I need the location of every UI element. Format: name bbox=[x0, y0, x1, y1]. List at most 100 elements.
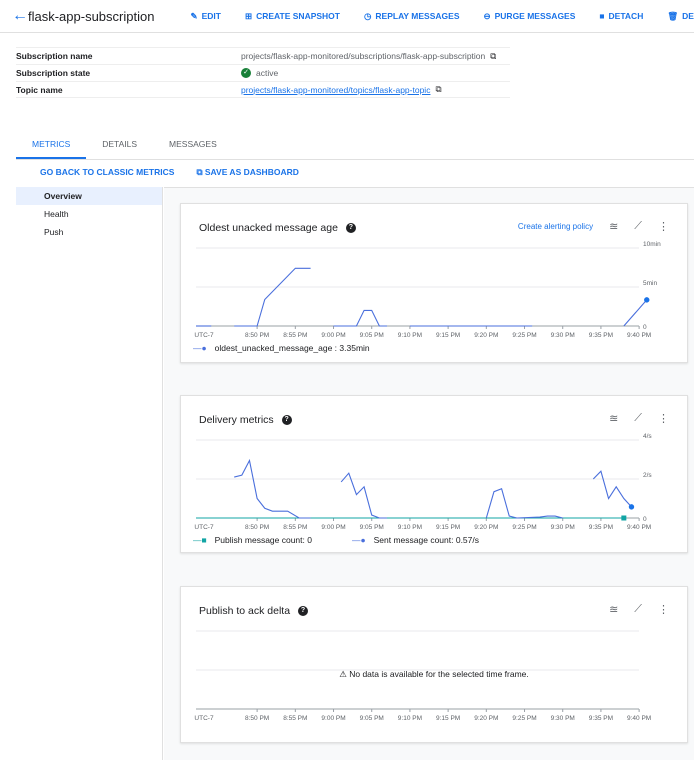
classic-metrics-link[interactable]: GO BACK TO CLASSIC METRICS bbox=[40, 167, 175, 177]
x-tick-label: 9:35 PM bbox=[589, 715, 613, 722]
header: ← flask-app-subscription ✎ EDIT ⊞ CREATE SN… bbox=[0, 0, 694, 33]
x-tick-label: 8:50 PM bbox=[245, 715, 269, 722]
series-line bbox=[485, 488, 563, 519]
x-tick-label: 9:00 PM bbox=[321, 715, 345, 722]
x-tick-label: 9:35 PM bbox=[589, 332, 613, 339]
copy-icon[interactable]: ⧉ bbox=[490, 50, 497, 61]
legend-item[interactable]: —● Sent message count: 0.57/s bbox=[352, 535, 479, 545]
chart-plot: UTC-7 8:50 PM 8:55 PM 9:00 PM 9:05 PM 9:10 PM… bbox=[194, 433, 652, 531]
action-label: PURGE MESSAGES bbox=[494, 11, 576, 21]
x-tick-label: 9:30 PM bbox=[551, 524, 575, 531]
copy-icon[interactable]: ⧉ bbox=[435, 84, 442, 94]
chart-title: Publish to ack delta bbox=[199, 605, 291, 617]
chart-card-publish-ack-delta: Publish to ack delta? ≊ ⟋ ⋮ UTC-7 8:50 PM 8:55… bbox=[180, 586, 688, 743]
x-tick-label: 9:30 PM bbox=[551, 715, 575, 722]
topic-link[interactable]: projects/flask-app-monitored/topics/flas… bbox=[241, 84, 431, 95]
detach-icon: ■ bbox=[599, 11, 605, 21]
x-tick-label: 9:10 PM bbox=[398, 715, 422, 722]
help-icon[interactable]: ? bbox=[281, 415, 292, 425]
legend-toggle-icon[interactable]: ≊ bbox=[609, 604, 619, 616]
x-tick-label: 9:25 PM bbox=[512, 715, 536, 722]
save-dashboard-button[interactable]: ⧉ SAVE AS DASHBOARD bbox=[196, 167, 298, 178]
page-title: flask-app-subscription bbox=[28, 8, 155, 24]
replay-messages-button[interactable]: ◷ REPLAY MESSAGES bbox=[364, 11, 460, 22]
y-tick-label: 5min bbox=[643, 280, 657, 287]
action-label: DETACH bbox=[608, 11, 644, 21]
create-snapshot-button[interactable]: ⊞ CREATE SNAPSHOT bbox=[245, 11, 340, 22]
check-circle-icon: ✓ bbox=[241, 68, 251, 78]
legend-swatch: —■ bbox=[193, 535, 207, 545]
chart-plot: UTC-7 8:50 PM 8:55 PM 9:00 PM 9:05 PM 9:10 PM… bbox=[194, 241, 661, 339]
clock-icon: ◷ bbox=[363, 10, 372, 21]
subscription-name: projects/flask-app-monitored/subscriptio… bbox=[241, 51, 486, 61]
chart-card-oldest-unacked: Oldest unacked message age? Create alerti… bbox=[180, 203, 688, 363]
status-badge: active bbox=[256, 68, 279, 78]
x-tick-label: 8:50 PM bbox=[245, 332, 269, 339]
x-tick-label: 9:20 PM bbox=[474, 524, 498, 531]
trash-icon: 🗑 bbox=[667, 10, 679, 21]
x-tick-label: 9:40 PM bbox=[627, 524, 651, 531]
delete-button[interactable]: 🗑DELETE bbox=[667, 11, 694, 22]
y-tick-label: 10min bbox=[643, 241, 661, 248]
no-data-text: No data is available for the selected ti… bbox=[349, 669, 529, 679]
action-label: REPLAY MESSAGES bbox=[375, 11, 460, 21]
legend-label: Sent message count: 0.57/s bbox=[373, 535, 479, 545]
edit-button[interactable]: ✎ EDIT bbox=[190, 11, 221, 22]
tab-details[interactable]: DETAILS bbox=[102, 139, 138, 149]
create-alerting-policy-link[interactable]: Create alerting policy bbox=[517, 222, 594, 231]
series-marker bbox=[644, 297, 650, 303]
subscription-details: Subscription name projects/flask-app-moni… bbox=[16, 47, 510, 98]
tab-messages[interactable]: MESSAGES bbox=[169, 139, 217, 149]
back-arrow-icon[interactable]: ← bbox=[12, 7, 28, 24]
series-line bbox=[340, 472, 387, 519]
purge-messages-button[interactable]: ⊖ PURGE MESSAGES bbox=[484, 11, 576, 22]
x-tick-label: 9:15 PM bbox=[436, 524, 460, 531]
no-data-message: ⚠ No data is available for the selected … bbox=[181, 669, 687, 680]
x-tick-label: 9:10 PM bbox=[398, 332, 422, 339]
detach-button[interactable]: ■ DETACH bbox=[599, 11, 643, 22]
sidebar-item-push[interactable]: Push bbox=[44, 227, 64, 237]
sidebar-item-overview[interactable]: Overview bbox=[16, 187, 162, 205]
x-tick-label: 8:55 PM bbox=[283, 715, 307, 722]
sidebar: Overview Health Push bbox=[16, 187, 163, 760]
chart-plot: UTC-7 8:50 PM 8:55 PM 9:00 PM 9:05 PM 9:10 PM… bbox=[194, 630, 651, 722]
legend-swatch: —● bbox=[351, 535, 366, 545]
x-tick-label: 9:05 PM bbox=[360, 524, 384, 531]
x-tick-label: 8:55 PM bbox=[283, 524, 307, 531]
help-icon[interactable]: ? bbox=[298, 606, 309, 616]
tab-metrics[interactable]: METRICS bbox=[16, 136, 87, 159]
legend-item[interactable]: —● oldest_unacked_message_age : 3.35min bbox=[193, 343, 370, 353]
x-tick-label: 8:50 PM bbox=[245, 524, 269, 531]
x-tick-label: 9:40 PM bbox=[627, 715, 651, 722]
pencil-icon: ✎ bbox=[190, 10, 198, 21]
explore-icon[interactable]: ⟋ bbox=[634, 603, 642, 615]
x-tick-label: 9:40 PM bbox=[627, 332, 651, 339]
more-vert-icon[interactable]: ⋮ bbox=[658, 413, 669, 425]
x-tick-label: UTC-7 bbox=[194, 715, 214, 722]
sidebar-item-health[interactable]: Health bbox=[44, 209, 69, 219]
minus-circle-icon: ⊖ bbox=[483, 10, 491, 21]
explore-icon[interactable]: ⟋ bbox=[634, 412, 642, 424]
label: Subscription name bbox=[16, 51, 93, 61]
legend-label: Publish message count: 0 bbox=[214, 535, 312, 545]
x-tick-label: 9:05 PM bbox=[360, 715, 384, 722]
legend: —● oldest_unacked_message_age : 3.35min bbox=[193, 343, 370, 353]
x-tick-label: 9:25 PM bbox=[512, 332, 536, 339]
action-label: CREATE SNAPSHOT bbox=[256, 11, 340, 21]
x-tick-label: 9:05 PM bbox=[360, 332, 384, 339]
label: Subscription state bbox=[16, 68, 91, 78]
series-line bbox=[333, 309, 387, 327]
x-tick-label: 9:30 PM bbox=[551, 332, 575, 339]
more-vert-icon[interactable]: ⋮ bbox=[658, 221, 669, 233]
series-line bbox=[234, 458, 311, 519]
legend-item[interactable]: —■ Publish message count: 0 bbox=[193, 535, 312, 545]
explore-icon[interactable]: ⟋ bbox=[634, 220, 642, 232]
more-vert-icon[interactable]: ⋮ bbox=[658, 604, 669, 616]
y-tick-label: 4/s bbox=[643, 433, 652, 440]
series-line bbox=[234, 267, 311, 327]
legend-toggle-icon[interactable]: ≊ bbox=[609, 413, 619, 425]
x-tick-label: 9:25 PM bbox=[512, 524, 536, 531]
help-icon[interactable]: ? bbox=[345, 223, 356, 233]
legend-toggle-icon[interactable]: ≊ bbox=[609, 221, 619, 233]
x-tick-label: 9:15 PM bbox=[436, 715, 460, 722]
